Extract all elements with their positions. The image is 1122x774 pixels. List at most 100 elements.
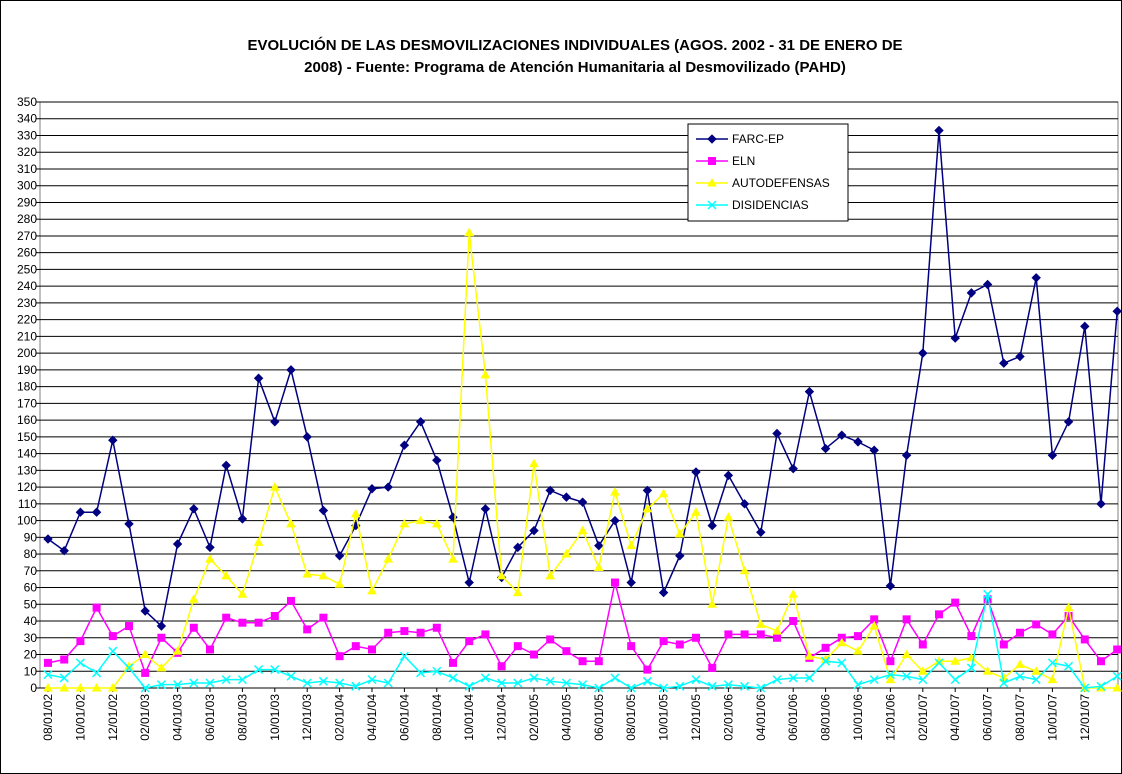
x-tick-label: 08/01/07 (1013, 694, 1027, 741)
marker (92, 603, 101, 612)
marker (869, 445, 879, 455)
marker (59, 682, 70, 692)
marker (935, 610, 943, 619)
marker (1097, 657, 1105, 666)
marker (465, 637, 474, 646)
marker (642, 676, 652, 686)
marker (416, 668, 426, 678)
marker (788, 589, 799, 598)
legend-label: DISIDENCIAS (732, 198, 809, 212)
marker (772, 428, 782, 439)
x-tick-label: 02/01/05 (527, 694, 541, 741)
marker (545, 570, 556, 580)
marker (286, 365, 296, 375)
marker (513, 678, 523, 688)
marker (254, 618, 263, 627)
marker (91, 507, 102, 517)
marker (302, 678, 312, 688)
y-tick-label: 210 (17, 329, 37, 343)
marker (999, 358, 1009, 368)
marker (59, 546, 69, 556)
marker (513, 642, 522, 651)
marker (432, 666, 442, 676)
marker (189, 678, 199, 688)
marker (577, 497, 588, 507)
marker (140, 683, 150, 693)
marker (415, 417, 426, 427)
y-tick-label: 90 (24, 530, 38, 544)
marker (788, 463, 798, 474)
marker (1080, 321, 1090, 332)
marker (967, 632, 976, 641)
marker (529, 458, 539, 468)
marker (351, 681, 361, 691)
marker (659, 637, 668, 646)
x-tick-label: 10/01/04 (462, 694, 476, 741)
marker (626, 683, 636, 693)
marker (674, 528, 685, 538)
marker (594, 683, 604, 693)
marker (853, 680, 863, 690)
marker (917, 666, 928, 675)
marker (772, 675, 782, 685)
marker (368, 645, 376, 654)
marker (804, 673, 814, 683)
legend-label: FARC-EP (732, 132, 784, 146)
marker (464, 577, 474, 588)
chart-title: EVOLUCIÓN DE LAS DESMOVILIZACIONES INDIV… (247, 36, 902, 54)
marker (1096, 681, 1106, 691)
marker (156, 621, 167, 631)
marker (707, 520, 717, 531)
marker (643, 665, 652, 674)
marker (966, 288, 977, 298)
marker (416, 628, 425, 637)
marker (270, 665, 280, 675)
x-tick-label: 12/01/07 (1078, 694, 1092, 741)
marker (1112, 306, 1122, 316)
marker (902, 615, 911, 624)
marker (384, 628, 393, 637)
marker (367, 484, 377, 494)
marker (173, 680, 183, 690)
marker (610, 673, 620, 683)
marker (836, 637, 847, 647)
marker (302, 569, 313, 578)
marker (1048, 630, 1057, 639)
marker (140, 606, 150, 616)
marker (1113, 645, 1122, 654)
marker (448, 673, 458, 683)
y-tick-label: 290 (17, 195, 37, 209)
marker (318, 505, 329, 516)
marker (1047, 450, 1058, 460)
marker (740, 681, 750, 691)
marker (561, 492, 572, 502)
marker (237, 675, 247, 685)
y-tick-label: 130 (17, 463, 37, 477)
marker (545, 485, 555, 496)
y-tick-label: 160 (17, 413, 37, 427)
marker (60, 655, 69, 664)
marker (1031, 675, 1041, 685)
marker (270, 612, 279, 621)
marker (708, 157, 716, 165)
x-tick-label: 04/01/06 (754, 694, 768, 741)
marker (611, 578, 619, 587)
marker (286, 671, 296, 681)
y-tick-label: 30 (24, 631, 38, 645)
marker (739, 499, 750, 509)
x-tick-label: 02/01/03 (138, 694, 152, 741)
marker (692, 633, 700, 642)
marker (756, 683, 766, 693)
marker (675, 681, 685, 691)
marker (578, 680, 588, 690)
y-tick-label: 150 (17, 430, 37, 444)
marker (804, 386, 815, 397)
marker (464, 681, 474, 691)
x-tick-label: 04/01/04 (365, 694, 379, 741)
marker (707, 177, 717, 187)
marker (820, 443, 831, 454)
marker (1112, 682, 1122, 692)
marker (886, 657, 895, 666)
marker (415, 515, 426, 525)
